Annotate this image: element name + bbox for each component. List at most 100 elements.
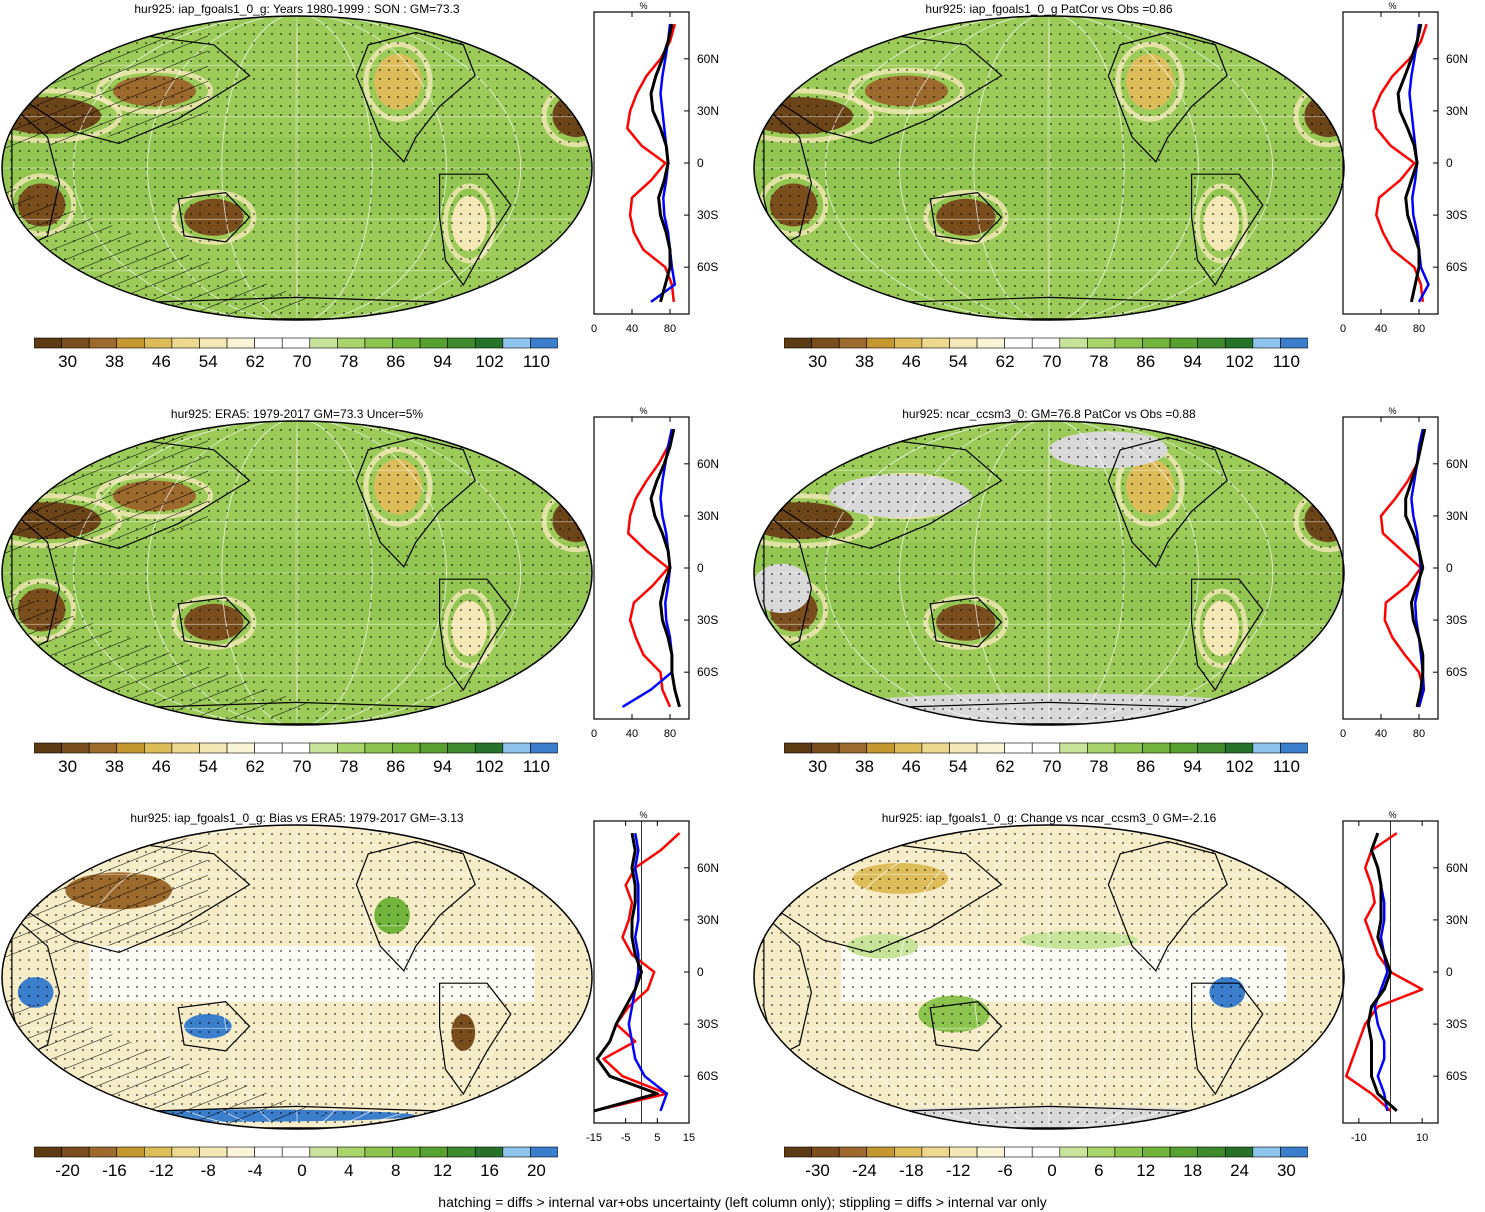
colorbar-swatch (1087, 1146, 1116, 1158)
profile-ytick-label: 60N (1446, 457, 1468, 471)
colorbar-label: -20 (55, 1161, 80, 1180)
profile-ytick-label: 30N (697, 509, 719, 523)
profile-ytick-label: 30S (697, 208, 718, 222)
colorbar-swatch (88, 337, 118, 349)
profile-xlabel: % (1388, 406, 1396, 416)
profile-xtick-label: 40 (626, 323, 638, 335)
colorbar-swatch (116, 337, 145, 349)
profile-xlabel: % (1388, 1, 1396, 11)
colorbar-label: 8 (391, 1161, 401, 1180)
colorbar-swatch (949, 1146, 978, 1158)
colorbar-swatch (364, 1146, 393, 1158)
profile-xtick-label: -10 (1351, 1132, 1367, 1144)
colorbar (784, 742, 1308, 754)
colorbar-swatch (1059, 742, 1088, 754)
profile-ytick-label: 0 (697, 965, 704, 979)
map-outline (753, 420, 1345, 726)
profile-frame (593, 11, 690, 315)
colorbar-swatch (199, 337, 228, 349)
colorbar-label: 102 (1225, 352, 1254, 371)
zonal-profile-chart: 60N 30N 0 30S 60S 0 40 80% (591, 406, 719, 740)
colorbar-swatch (337, 742, 366, 754)
zonal-profile-chart: 60N 30N 0 30S 60S -15 -5 5 15% (586, 810, 719, 1144)
colorbar-label: 94 (433, 757, 453, 776)
map-title: hur925: iap_fgoals1_0_g: Years 1980-1999… (134, 2, 460, 16)
profile-line-red (593, 832, 681, 1113)
colorbar-swatch (281, 742, 311, 754)
profile-xtick-label: 40 (1375, 728, 1387, 740)
map-outline (753, 824, 1345, 1130)
colorbar-label: 78 (1089, 757, 1109, 776)
colorbar-label: 24 (1230, 1161, 1249, 1180)
colorbar-swatch (474, 337, 504, 349)
profile-xtick-label: 80 (664, 728, 676, 740)
colorbar-swatch (502, 337, 531, 349)
colorbar-swatch (254, 1146, 283, 1158)
colorbar-label: -30 (805, 1161, 830, 1180)
colorbar-label: 94 (1183, 352, 1203, 371)
colorbar-swatch (894, 742, 923, 754)
colorbar-label: 12 (1136, 1161, 1156, 1180)
zonal-profile-chart: 60N 30N 0 30S 60S 0 40 80% (1340, 406, 1468, 740)
colorbar-label: -12 (945, 1161, 971, 1180)
profile-ytick-label: 60S (1446, 665, 1467, 679)
map (753, 824, 1345, 1130)
colorbar-label: 30 (1276, 1161, 1296, 1180)
colorbar-swatch (226, 742, 255, 754)
colorbar-label: 54 (948, 352, 968, 371)
profile-ytick-label: 30N (697, 104, 719, 118)
colorbar-label: 86 (1136, 757, 1156, 776)
profile-xtick-label: 40 (626, 728, 638, 740)
colorbar-label: 18 (1183, 1161, 1203, 1180)
colorbar-swatch (309, 337, 338, 349)
colorbar-swatch (419, 742, 448, 754)
colorbar-label: 0 (1047, 1161, 1057, 1180)
colorbar-label: 110 (522, 352, 550, 371)
profile-ytick-label: 60S (697, 665, 718, 679)
colorbar-label: 78 (339, 757, 359, 776)
colorbar-swatch (1114, 337, 1143, 349)
colorbar-label: -18 (899, 1161, 924, 1180)
profile-ytick-label: 30S (1446, 613, 1467, 627)
map-outline (1, 420, 593, 726)
profile-ytick-label: 60N (697, 457, 719, 471)
colorbar-swatch (866, 337, 895, 349)
colorbar-label: 12 (433, 1161, 453, 1180)
colorbar-swatch (1252, 742, 1281, 754)
colorbar-swatch (364, 742, 393, 754)
profile-line-black (1404, 428, 1427, 708)
profile-xtick-label: 0 (1340, 728, 1346, 740)
colorbar-swatch (1224, 337, 1254, 349)
colorbar-swatch (447, 742, 476, 754)
colorbar-swatch (811, 337, 840, 349)
colorbar-swatch (337, 337, 366, 349)
colorbar-swatch (144, 1146, 173, 1158)
map-title: hur925: iap_fgoals1_0_g: Bias vs ERA5: 1… (130, 811, 464, 825)
stippling (754, 825, 1344, 1129)
profile-line-blue (621, 428, 674, 708)
colorbar-swatch (811, 1146, 840, 1158)
colorbar-swatch (1169, 742, 1198, 754)
colorbar-swatch (392, 337, 421, 349)
colorbar-swatch (447, 337, 476, 349)
colorbar-swatch (392, 1146, 421, 1158)
profile-xlabel: % (639, 810, 647, 820)
colorbar-swatch (34, 337, 62, 349)
profile-ytick-label: 60S (1446, 1069, 1467, 1083)
colorbar-swatch (337, 1146, 366, 1158)
colorbar-swatch (1197, 742, 1226, 754)
colorbar-swatch (1087, 337, 1116, 349)
colorbar-swatch (281, 1146, 311, 1158)
profile-line-red (626, 23, 677, 303)
colorbar-label: -16 (102, 1161, 127, 1180)
colorbar-swatch (1197, 1146, 1226, 1158)
colorbar-label: 30 (58, 352, 78, 371)
profile-line-red (1344, 832, 1424, 1112)
colorbar-swatch (1087, 742, 1116, 754)
colorbar-swatch (88, 1146, 118, 1158)
map-outline (1, 824, 593, 1130)
profile-xtick-label: -5 (621, 1132, 631, 1144)
profile-line-red (1379, 428, 1426, 708)
colorbar (34, 1146, 558, 1158)
map-title: hur925: ncar_ccsm3_0: GM=76.8 PatCor vs … (902, 407, 1196, 421)
